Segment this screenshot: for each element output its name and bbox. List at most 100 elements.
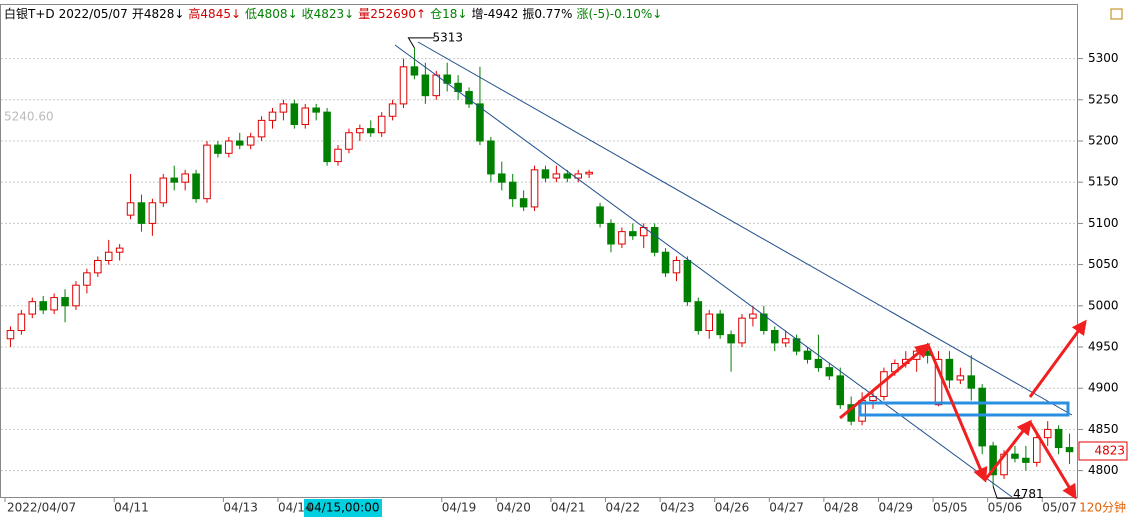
candle-body: [989, 445, 997, 476]
candle-body: [312, 107, 320, 113]
candle-body: [596, 206, 604, 224]
candle-body: [72, 284, 80, 307]
header-item: 仓18↓: [430, 7, 467, 21]
header-item: 开4828↓: [132, 7, 185, 21]
candle-body: [28, 301, 37, 315]
candle-body: [574, 173, 582, 179]
candle-body: [563, 173, 572, 179]
candle-body: [1065, 447, 1074, 453]
y-tick-label: 5200: [1088, 133, 1119, 147]
candle-body: [727, 334, 735, 344]
range-box: [858, 401, 1070, 417]
candle-body: [781, 338, 790, 344]
high-label: 5313: [432, 30, 463, 44]
candle-body: [126, 202, 135, 216]
x-tick-label: 04/14: [278, 501, 313, 515]
grid: [1, 58, 1077, 472]
arrow: [1028, 421, 1077, 500]
candle-body: [279, 103, 288, 113]
candle-body: [181, 173, 189, 183]
candle-body: [498, 173, 506, 183]
cursor-x-box: [304, 499, 382, 517]
arrow: [983, 419, 1032, 481]
candle-body: [934, 358, 943, 406]
header: 白银T+D 2022/05/07 开4828↓ 高4845↓ 低4808↓ 收4823↓ 量…: [4, 6, 662, 21]
x-tick-label: 04/20: [496, 501, 531, 515]
candle-body: [137, 202, 146, 224]
header-item: 低4808↓: [245, 7, 298, 21]
candle-body: [803, 350, 812, 360]
x-tick-label: 05/07: [1042, 501, 1077, 515]
candle-body: [203, 144, 211, 200]
candle-body: [115, 247, 124, 253]
y-tick-label: 5150: [1088, 175, 1119, 189]
candle-body: [225, 140, 233, 154]
y-tick-label: 5250: [1088, 92, 1119, 106]
candle-body: [683, 259, 692, 303]
header-item: 2022/05/07: [59, 7, 128, 21]
y-tick-label: 5050: [1088, 257, 1119, 271]
candle-body: [519, 198, 528, 208]
corner-icon[interactable]: [1110, 8, 1123, 20]
y-tick-label: 4850: [1088, 422, 1119, 436]
x-tick-label: 04/27: [769, 501, 804, 515]
x-tick-label: 04/21: [551, 501, 586, 515]
arrow: [926, 344, 988, 483]
y-tick-label: 5300: [1088, 51, 1119, 65]
y-tick-label: 4800: [1088, 463, 1119, 477]
candle-body: [585, 171, 593, 175]
trend-line: [417, 41, 1073, 416]
candle-body: [1043, 428, 1052, 439]
candle-body: [552, 173, 561, 179]
candle-body: [50, 297, 58, 311]
candle-body: [6, 330, 15, 340]
candle-body: [629, 231, 637, 237]
y-tick-label: 4950: [1088, 340, 1119, 354]
x-tick-label: 05/05: [933, 501, 968, 515]
candle-body: [825, 367, 834, 377]
candle-body: [323, 111, 331, 163]
candle-body: [454, 82, 462, 93]
candle-body: [508, 181, 517, 200]
candle-body: [1011, 453, 1019, 459]
x-tick-label: 04/22: [606, 501, 641, 515]
candle-body: [334, 148, 342, 163]
candle-body: [17, 313, 26, 332]
candle-body: [770, 330, 779, 344]
candle-body: [541, 169, 550, 179]
x-tick-label: 04/28: [824, 501, 859, 515]
candle-body: [410, 66, 419, 76]
y-tick-label: 5000: [1088, 298, 1119, 312]
candle-body: [814, 358, 823, 369]
candle-body: [1054, 428, 1063, 449]
candle-body: [301, 107, 310, 125]
candle-body: [956, 375, 965, 381]
last-price-label: 4823: [1094, 444, 1125, 458]
candle-body: [530, 169, 539, 208]
candle-body: [104, 251, 113, 261]
header-item: 振0.77%: [522, 7, 572, 21]
candle-body: [705, 313, 714, 332]
low-label: 4781: [1013, 487, 1044, 501]
x-tick-label: 04/26: [715, 501, 750, 515]
candle-body: [159, 177, 168, 204]
candle-body: [377, 115, 386, 134]
header-item: 增-4942: [471, 7, 518, 21]
candle-body: [366, 128, 375, 134]
header-item: 高4845↓: [188, 6, 241, 21]
candle-body: [607, 222, 615, 245]
candle-body: [967, 375, 976, 389]
candle-body: [487, 140, 495, 175]
header-item: 白银T+D: [4, 6, 55, 21]
candle-body: [618, 231, 626, 245]
x-tick-label: 2022/04/07: [7, 501, 76, 515]
candle-body: [94, 259, 102, 274]
candle-body: [214, 144, 222, 154]
candle-body: [83, 272, 91, 286]
candle-body: [39, 301, 47, 311]
candle-body: [1033, 437, 1041, 463]
low-pointer: [992, 486, 1024, 499]
header-item: 量252690↑: [358, 7, 426, 21]
x-tick-label: 05/06: [988, 501, 1023, 515]
arrow: [1028, 319, 1087, 398]
